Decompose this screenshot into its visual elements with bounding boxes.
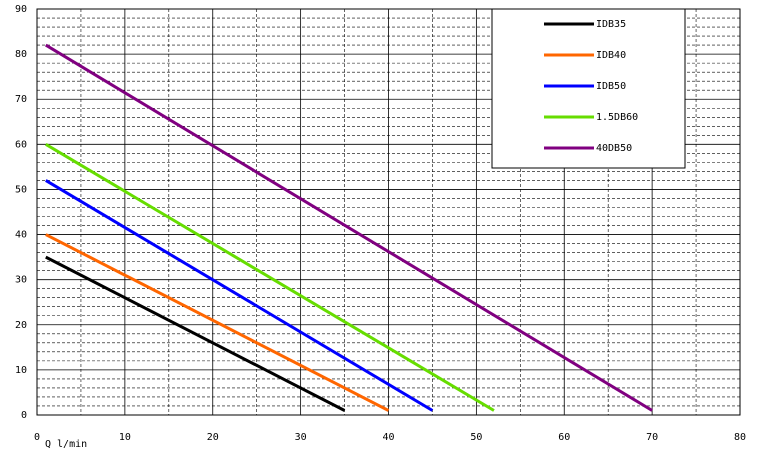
data-line xyxy=(45,43,653,412)
legend-box xyxy=(491,8,686,169)
y-tick-label: 50 xyxy=(15,184,27,195)
y-tick-label: 10 xyxy=(15,365,27,376)
y-tick-label: 90 xyxy=(15,4,27,15)
legend-label: 40DB50 xyxy=(596,143,632,154)
x-tick-label: 20 xyxy=(207,432,219,443)
y-tick-label: 70 xyxy=(15,94,27,105)
x-tick-label: 0 xyxy=(34,432,40,443)
y-tick-label: 30 xyxy=(15,275,27,286)
y-tick-label: 60 xyxy=(15,139,27,150)
y-tick-label: 0 xyxy=(21,410,27,421)
x-tick-label: 60 xyxy=(558,432,570,443)
x-axis-label: Q l/min xyxy=(45,439,87,450)
x-tick-label: 50 xyxy=(470,432,482,443)
legend-label: 1.5DB60 xyxy=(596,112,638,123)
x-tick-label: 40 xyxy=(382,432,394,443)
y-tick-label: 20 xyxy=(15,320,27,331)
x-tick-label: 80 xyxy=(734,432,746,443)
x-tick-label: 10 xyxy=(119,432,131,443)
data-line xyxy=(45,179,434,412)
y-tick-label: 40 xyxy=(15,230,27,241)
legend-label: IDB40 xyxy=(596,50,626,61)
legend-label: IDB50 xyxy=(596,81,626,92)
x-tick-label: 70 xyxy=(646,432,658,443)
plot-frame xyxy=(36,8,741,416)
data-line xyxy=(45,255,346,412)
x-tick-label: 30 xyxy=(295,432,307,443)
data-line xyxy=(45,233,390,412)
legend-label: IDB35 xyxy=(596,19,626,30)
y-tick-label: 80 xyxy=(15,49,27,60)
data-line xyxy=(45,143,495,412)
